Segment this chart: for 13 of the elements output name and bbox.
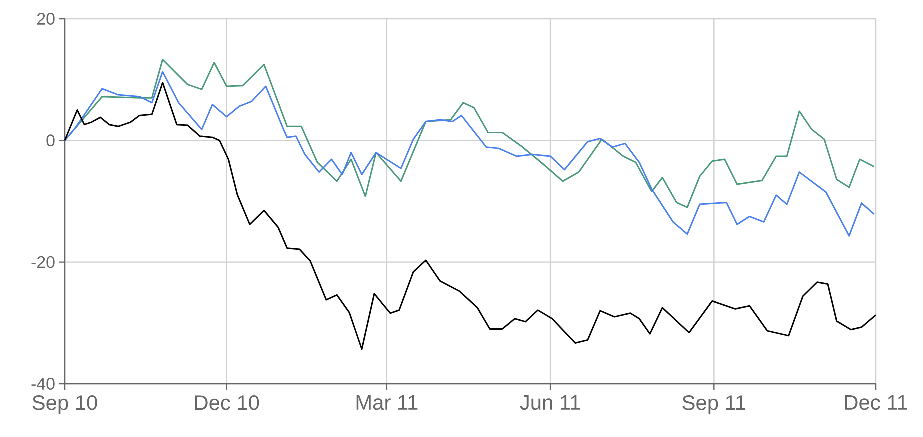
line-series — [64, 82, 877, 350]
line-series — [64, 71, 875, 237]
x-tick-label: Sep 11 — [682, 396, 746, 414]
x-tick-label: Jun 11 — [520, 396, 580, 410]
y-tick-label: 0 — [46, 134, 55, 147]
x-tick-label: Dec 11 — [845, 396, 908, 410]
x-tick-label: Dec 10 — [195, 396, 260, 410]
line-series — [64, 58, 875, 208]
y-tick-label: 20 — [38, 12, 55, 25]
y-tick-label: -20 — [32, 256, 55, 268]
y-tick-label: -40 — [32, 378, 55, 390]
x-tick-label: Mar 11 — [356, 396, 418, 410]
x-tick-label: Sep 10 — [32, 396, 98, 414]
